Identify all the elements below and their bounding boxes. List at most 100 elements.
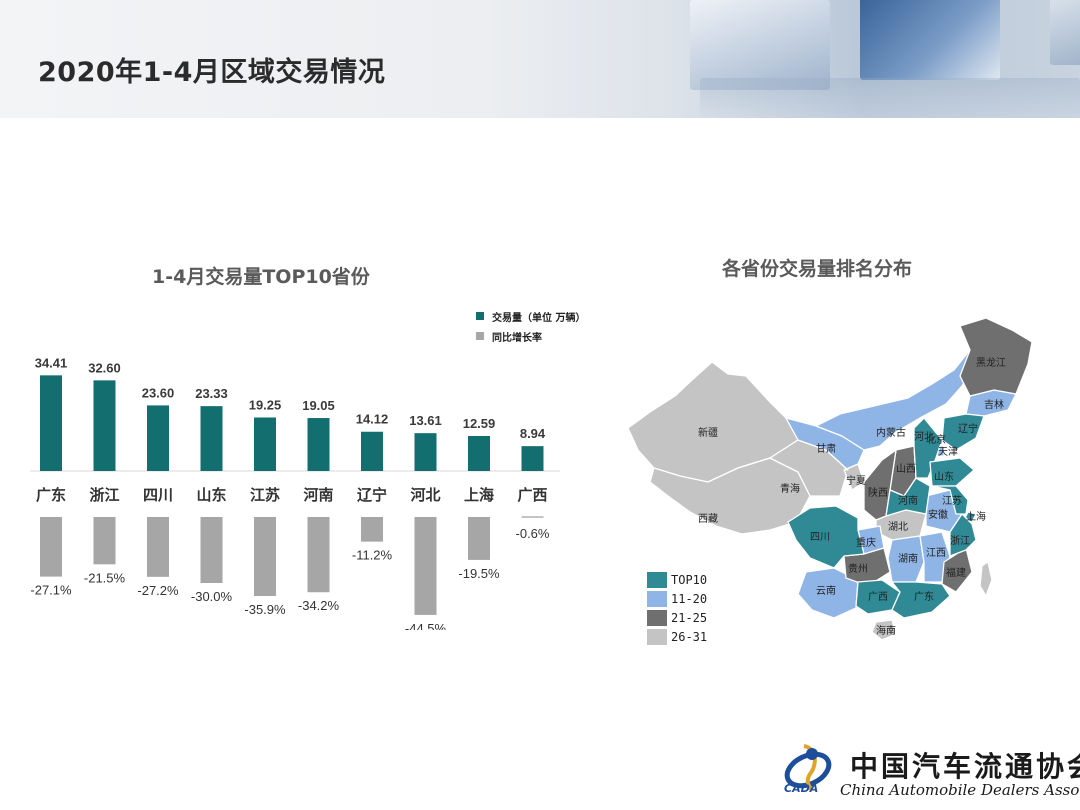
- bar-volume: [361, 431, 383, 471]
- category-label: 山东: [196, 486, 226, 504]
- org-name-en: China Automobile Dealers Association: [840, 781, 1080, 799]
- map-label-jilin: 吉林: [984, 398, 1004, 411]
- bar-growth: [254, 517, 276, 596]
- bar-growth-label: -19.5%: [458, 566, 500, 581]
- cada-logo-icon: [784, 744, 832, 792]
- map-label-ningxia: 宁夏: [846, 474, 866, 487]
- bar-growth-label: -30.0%: [191, 589, 233, 604]
- bar-growth-label: -27.2%: [137, 583, 179, 598]
- bar-volume: [254, 417, 276, 471]
- map-label-shanxi: 山西: [896, 463, 916, 475]
- bar-volume-label: 19.25: [249, 397, 282, 412]
- bar-volume: [93, 380, 116, 471]
- map-label-liaoning: 辽宁: [958, 422, 978, 435]
- bar-growth: [200, 517, 223, 583]
- bar-volume-label: 32.60: [88, 360, 121, 375]
- map-label-shaanxi: 陕西: [868, 486, 888, 499]
- map-legend-label: TOP10: [671, 572, 708, 587]
- map-legend-item: 26-31: [647, 627, 707, 646]
- bar-volume: [414, 433, 437, 471]
- bar-growth: [307, 517, 330, 593]
- bar-volume: [40, 375, 62, 471]
- map-label-hubei: 湖北: [888, 521, 908, 533]
- legend-swatch-volume: [476, 312, 484, 320]
- bar-volume-label: 8.94: [520, 426, 546, 441]
- bar-volume: [147, 405, 169, 471]
- map-legend-item: TOP10: [647, 570, 707, 589]
- map-label-gansu: 甘肃: [816, 442, 836, 455]
- bar-chart: 34.41 广东 -27.1% 32.60 浙江 -21.5% 23.60 四川 -27.2% 2…: [30, 355, 560, 630]
- map-label-henan: 河南: [898, 494, 918, 507]
- bar-volume-label: 14.12: [356, 412, 389, 427]
- bar-growth-label: -34.2%: [298, 598, 340, 613]
- org-name-cn: 中国汽车流通协会: [850, 750, 1080, 783]
- category-label: 江苏: [250, 486, 280, 504]
- slide-title: 2020年1-4月区域交易情况: [38, 57, 386, 88]
- decor-cube: [1050, 0, 1080, 65]
- map-label-xizang: 西藏: [698, 513, 718, 525]
- legend-label-growth: 同比增长率: [492, 332, 542, 344]
- map-label-chongqing: 重庆: [856, 536, 876, 549]
- map-label-jiangxi: 江西: [926, 547, 946, 559]
- bar-volume: [200, 406, 223, 471]
- bar-growth: [414, 517, 437, 615]
- region-henan: [885, 477, 931, 517]
- map-label-fujian: 福建: [946, 566, 966, 579]
- map-chart-title: 各省份交易量排名分布: [722, 258, 913, 280]
- decor-cube: [690, 0, 830, 90]
- header-banner: [0, 0, 1080, 118]
- map-label-hainan: 海南: [876, 624, 896, 637]
- map-label-guangdong: 广东: [914, 590, 934, 603]
- map-legend-label: 26-31: [671, 629, 708, 644]
- bar-chart-legend: 交易量（单位 万辆） 同比增长率: [476, 306, 585, 346]
- map-label-neimenggu: 内蒙古: [876, 426, 906, 439]
- decor-cube: [700, 78, 1080, 118]
- bar-volume-label: 23.33: [195, 386, 228, 401]
- bar-volume: [307, 418, 330, 471]
- bar-volume: [468, 435, 490, 471]
- bar-growth: [40, 517, 62, 577]
- map-label-shanghai: 上海: [966, 510, 986, 523]
- bar-growth-label: -27.1%: [30, 583, 72, 598]
- bar-chart-title: 1-4月交易量TOP10省份: [152, 266, 370, 288]
- map-label-tianjin: 天津: [938, 446, 958, 458]
- map-label-guizhou: 贵州: [848, 562, 868, 575]
- map-label-hunan: 湖南: [898, 552, 918, 565]
- map-legend-label: 21-25: [671, 610, 708, 625]
- category-label: 广东: [36, 486, 66, 504]
- category-label: 浙江: [89, 486, 119, 504]
- region-shandong: [929, 457, 975, 487]
- region-qinghai: [737, 439, 849, 497]
- logo-text: CADA: [784, 782, 819, 795]
- bar-volume: [521, 446, 544, 471]
- map-legend-item: 21-25: [647, 608, 707, 627]
- category-label: 上海: [464, 486, 494, 504]
- bar-growth-label: -11.2%: [352, 548, 393, 563]
- bar-growth-label: -35.9%: [244, 602, 286, 617]
- bar-growth: [147, 517, 169, 577]
- bar-growth: [93, 517, 116, 565]
- region-hainan: [871, 619, 897, 641]
- legend-label-volume: 交易量（单位 万辆）: [492, 312, 586, 324]
- map-label-hebei: 河北: [914, 431, 934, 443]
- category-label: 广西: [517, 486, 547, 504]
- map-legend-swatch-26-31: [647, 628, 667, 645]
- bar-volume-label: 12.59: [463, 416, 496, 431]
- bar-growth: [361, 517, 383, 542]
- bar-growth: [468, 517, 490, 560]
- map-legend: TOP10 11-20 21-25 26-31: [647, 570, 707, 646]
- decor-cube: [860, 0, 1000, 80]
- region-taiwan: [979, 561, 993, 597]
- map-label-jiangsu: 江苏: [942, 494, 962, 507]
- category-label: 四川: [143, 486, 173, 504]
- category-label: 河北: [410, 486, 440, 504]
- map-label-zhejiang: 浙江: [950, 535, 970, 547]
- map-legend-swatch-top10: [647, 571, 667, 588]
- region-zhejiang: [949, 513, 977, 557]
- region-jiangsu: [931, 485, 969, 515]
- bar-growth-label: -0.6%: [516, 526, 550, 541]
- map-label-qinghai: 青海: [780, 482, 800, 495]
- legend-swatch-growth: [476, 332, 484, 340]
- bar-growth-label: -44.5%: [405, 621, 447, 630]
- bar-volume-label: 23.60: [142, 385, 175, 400]
